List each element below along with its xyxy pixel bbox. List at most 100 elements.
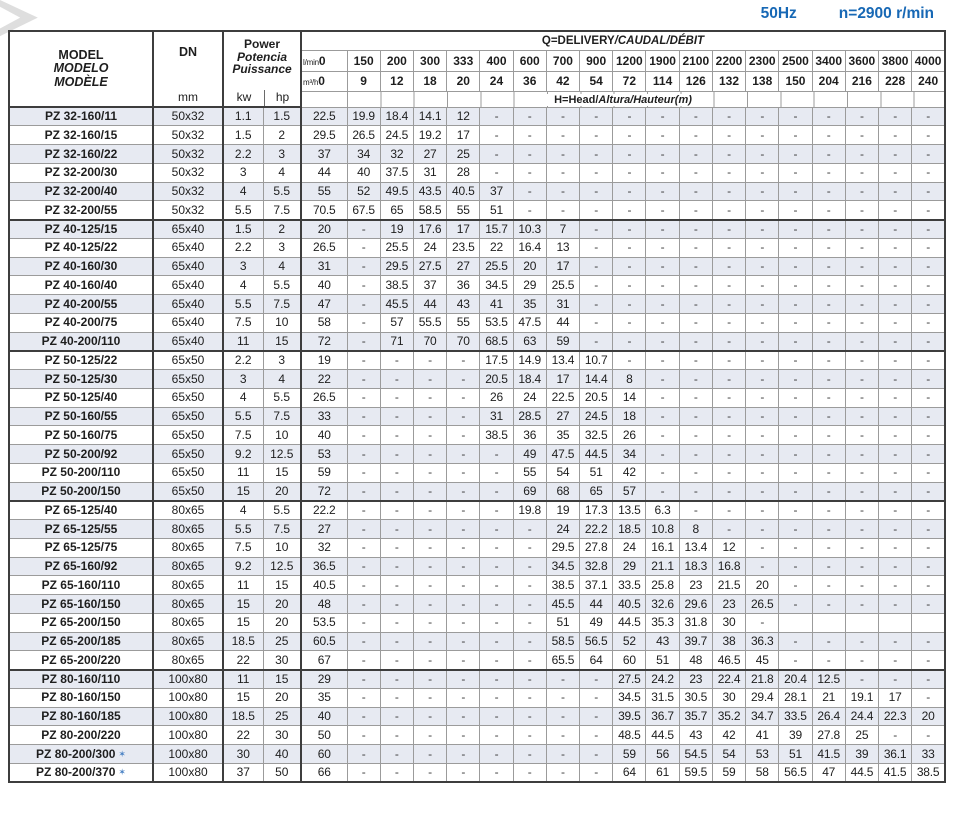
head-value-cell: - [612,181,647,202]
head-value-cell: - [711,144,747,164]
head-value-cell: - [678,499,713,520]
head-value-cell: 55 [300,181,348,202]
head-value-cell: 38.5 [479,425,514,445]
model-name: PZ 32-200/55 [44,202,118,217]
head-value-cell: - [811,181,846,202]
head-value-cell: - [745,237,780,258]
head-value-cell: 27.8 [811,725,846,745]
model-name: PZ 65-160/92 [44,559,118,574]
flow-m3h-unit-cell: m³/h0 [300,70,348,93]
head-value-cell: - [778,425,813,445]
head-value-cell: 35 [512,294,547,314]
head-value-cell: - [877,200,913,220]
head-value-cell: 45.5 [545,594,581,614]
head-value-cell: - [711,369,747,389]
head-value-cell: - [844,462,880,483]
model-name: PZ 80-200/300 [36,746,116,761]
head-value-cell: - [379,687,414,708]
head-value-cell: - [545,762,581,783]
speed-label: n=2900 r/min [838,5,934,22]
model-name: PZ 50-160/75 [44,427,118,442]
model-name: PZ 40-160/30 [44,259,118,274]
flow-lmin-value: 300 [412,50,448,72]
dn-cell: 65x40 [152,218,224,239]
head-value-cell: - [412,425,448,445]
head-value-cell: - [479,668,514,689]
head-value-cell: - [911,125,946,145]
dn-cell: 80x65 [152,537,224,558]
head-value-cell: 70 [412,331,448,352]
head-value-cell: - [479,725,514,745]
head-value-cell: - [811,444,846,464]
head-value-cell: 59 [711,762,747,783]
table-row: PZ 50-200/150 65x50 15 20 72- - - - -69 68 65 57- - -… [8,481,946,502]
table-row: PZ 40-200/55 65x40 5.5 7.5 47-45.5 44 43 41 35 31… [8,294,946,314]
model-name: PZ 80-200/220 [41,727,121,742]
head-value-cell: 44 [300,162,348,183]
head-value-cell: 71 [379,331,414,352]
flow-m3h-value: 114 [645,70,680,93]
head-value-cell: 37 [412,275,448,295]
table-row: PZ 65-200/150 80x65 15 20 53.5- - - - - -51 49 44.5… [8,612,946,633]
head-value-cell: 56 [645,744,680,764]
head-value-cell: 34 [612,444,647,464]
kw-cell: 5.5 [222,406,264,427]
head-value-cell: - [579,162,614,183]
head-value-cell: - [612,294,647,314]
head-value-cell: - [545,125,581,145]
head-value-cell: - [844,125,880,145]
model-name: PZ 32-200/40 [44,184,118,199]
dn-cell: 50x32 [152,200,224,220]
head-value-cell: 27.5 [412,256,448,277]
head-value-cell: - [844,499,880,520]
head-value-cell: - [844,556,880,577]
model-name: PZ 40-125/15 [44,221,118,236]
model-label-es: MODELO [53,61,109,76]
hp-cell: 2 [262,218,302,239]
head-value-cell: - [346,687,381,708]
head-value-cell: - [844,144,880,164]
head-value-cell: - [711,218,747,239]
head-value-cell: 10.8 [645,519,680,539]
head-value-cell: - [911,312,946,333]
model-cell: PZ 80-160/110 [8,668,154,689]
model-cell: PZ 32-160/22 [8,144,154,164]
head-value-cell: 49.5 [379,181,414,202]
head-value-cell: - [512,687,547,708]
table-row: PZ 65-160/92 80x65 9.2 12.5 36.5- - - - - -34.5 32… [8,556,946,577]
head-value-cell: 28.1 [778,687,813,708]
table-row: PZ 40-160/40 65x40 4 5.5 40-38.5 37 36 34.5 29 25… [8,275,946,295]
head-value-cell: 43 [645,631,680,652]
head-value-cell: 53.5 [479,312,514,333]
head-value-cell: - [379,444,414,464]
head-value-cell: - [911,256,946,277]
head-value-cell: - [778,481,813,502]
head-value-cell: 37.5 [379,162,414,183]
head-value-cell: - [877,369,913,389]
head-value-cell: - [446,744,481,764]
head-value-cell: 15.7 [479,218,514,239]
head-value-cell: - [778,106,813,127]
head-value-cell: - [678,256,713,277]
kw-cell: 1.1 [222,106,264,127]
hp-cell: 7.5 [262,406,302,427]
head-value-cell: - [346,631,381,652]
pump-performance-table: MODEL MODELO MODÈLE DN mm Power Potencia… [8,30,946,783]
head-value-cell: 23 [711,594,747,614]
head-value-cell: - [446,762,481,783]
hp-cell: 50 [262,762,302,783]
head-value-cell: - [778,200,813,220]
model-cell: PZ 32-200/40 [8,181,154,202]
head-value-cell: 20.5 [479,369,514,389]
head-value-cell: 50 [300,725,348,745]
head-value-cell: 29 [512,275,547,295]
head-value-cell: - [379,519,414,539]
table-row: PZ 40-160/30 65x40 3 4 31-29.5 27.5 27 25.5 20 17… [8,256,946,277]
head-value-cell: 13 [545,237,581,258]
head-value-cell: 18.3 [678,556,713,577]
head-value-cell: - [512,144,547,164]
flow-m3h-value: 54 [579,70,614,93]
table-row: PZ 40-125/22 65x40 2.2 3 26.5-25.5 24 23.5 22 16… [8,237,946,258]
dn-cell: 65x50 [152,462,224,483]
head-value-cell: - [545,706,581,727]
